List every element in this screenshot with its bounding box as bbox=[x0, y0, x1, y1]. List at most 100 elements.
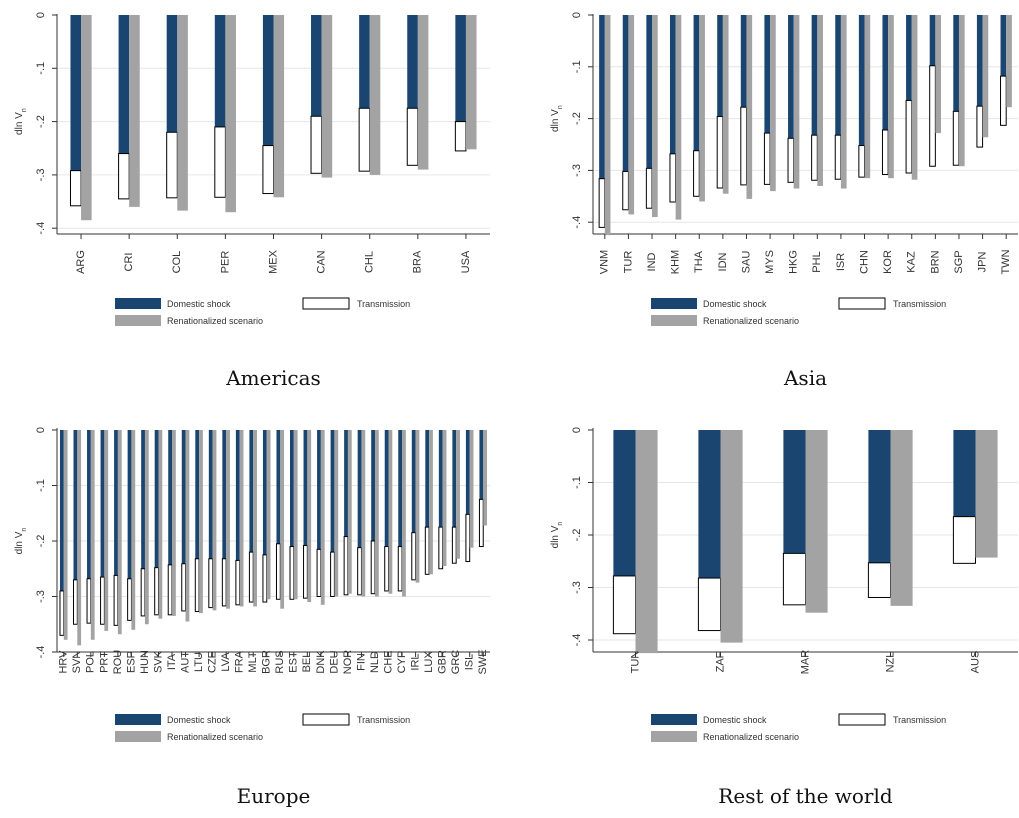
category-label: GRC bbox=[450, 650, 462, 675]
bar-transmission bbox=[787, 137, 795, 183]
panel-caption: Asia bbox=[783, 366, 827, 390]
bar-domestic-shock bbox=[858, 15, 865, 146]
bar-transmission bbox=[598, 178, 606, 228]
category-label: CYP bbox=[396, 651, 408, 674]
bar-renationalized bbox=[635, 430, 658, 654]
bar-transmission bbox=[330, 551, 335, 597]
legend-swatch-transmission bbox=[838, 297, 886, 310]
category-label: IRL bbox=[409, 653, 421, 670]
bar-renationalized bbox=[90, 430, 95, 640]
category-label: MLT bbox=[247, 651, 259, 672]
category-label: NOR bbox=[342, 650, 354, 675]
bar-domestic-shock bbox=[276, 430, 281, 544]
legend-swatch-renationalized bbox=[651, 315, 697, 326]
legend-swatch-transmission bbox=[302, 297, 350, 310]
bar-renationalized bbox=[199, 430, 203, 614]
category-label: THA bbox=[693, 250, 705, 273]
bar-domestic-shock bbox=[764, 15, 771, 134]
legend-swatch-renationalized bbox=[651, 731, 697, 742]
category-label: COL bbox=[171, 251, 183, 274]
category-label: CHL bbox=[364, 251, 376, 273]
bar-renationalized bbox=[628, 15, 635, 215]
bar-domestic-shock bbox=[835, 15, 841, 136]
bar-renationalized bbox=[888, 15, 894, 179]
category-label: CHE bbox=[382, 650, 394, 673]
bar-domestic-shock bbox=[882, 15, 889, 130]
bar-domestic-shock bbox=[100, 430, 105, 578]
bar-renationalized bbox=[172, 430, 176, 616]
bar-domestic-shock bbox=[669, 15, 676, 154]
bar-transmission bbox=[858, 145, 866, 178]
bar-transmission bbox=[343, 536, 349, 596]
category-label: MEX bbox=[267, 249, 279, 274]
bar-transmission bbox=[194, 558, 200, 612]
y-tick-label: -.4 bbox=[35, 222, 47, 235]
bar-transmission bbox=[424, 526, 430, 575]
category-label: HRV bbox=[58, 650, 70, 674]
bar-transmission bbox=[867, 562, 892, 598]
bar-renationalized bbox=[817, 15, 823, 186]
bar-domestic-shock bbox=[693, 15, 700, 151]
legend-label-domestic: Domestic shock bbox=[167, 299, 231, 309]
y-axis-title: dln Vn bbox=[14, 108, 28, 135]
bar-transmission bbox=[167, 564, 173, 616]
bar-transmission bbox=[811, 134, 818, 181]
y-tick-label: -.1 bbox=[35, 479, 47, 492]
category-label: SVN bbox=[71, 651, 83, 674]
legend-swatch-transmission bbox=[302, 713, 350, 726]
bar-renationalized bbox=[117, 430, 122, 635]
bar-transmission bbox=[763, 132, 771, 185]
bar-domestic-shock bbox=[868, 430, 891, 563]
category-label: BRA bbox=[412, 250, 424, 273]
category-label: LVA bbox=[220, 652, 232, 672]
bar-renationalized bbox=[158, 430, 163, 619]
legend-label-transmission: Transmission bbox=[893, 299, 946, 309]
bar-renationalized bbox=[212, 430, 217, 611]
bar-renationalized bbox=[770, 15, 776, 192]
legend-label-transmission: Transmission bbox=[893, 715, 946, 725]
bar-renationalized bbox=[415, 430, 420, 583]
bar-transmission bbox=[289, 546, 295, 600]
bar-transmission bbox=[166, 131, 178, 199]
bar-renationalized bbox=[652, 15, 658, 218]
bar-transmission bbox=[208, 558, 214, 609]
bar-domestic-shock bbox=[698, 430, 721, 579]
bar-renationalized bbox=[793, 15, 800, 189]
legend-swatch-domestic bbox=[115, 714, 161, 725]
bar-domestic-shock bbox=[622, 15, 629, 172]
bar-renationalized bbox=[840, 15, 847, 189]
bar-renationalized bbox=[253, 430, 257, 607]
bar-renationalized bbox=[483, 430, 488, 526]
category-label: TUR bbox=[622, 251, 634, 274]
category-label: MYS bbox=[764, 250, 776, 274]
bar-renationalized bbox=[805, 430, 828, 613]
bar-domestic-shock bbox=[195, 430, 200, 559]
y-axis-title: dln Vn bbox=[550, 522, 564, 549]
category-label: CZE bbox=[207, 651, 219, 673]
bar-transmission bbox=[451, 526, 457, 564]
category-label: AUT bbox=[179, 651, 191, 673]
bar-domestic-shock bbox=[452, 430, 457, 528]
bar-transmission bbox=[465, 513, 471, 563]
category-label: ZAF bbox=[714, 651, 726, 672]
y-axis-title: dln Vn bbox=[550, 105, 564, 132]
category-label: GBR bbox=[437, 650, 449, 674]
bar-transmission bbox=[73, 579, 78, 625]
bar-domestic-shock bbox=[1000, 15, 1007, 77]
bar-renationalized bbox=[699, 15, 705, 202]
y-tick-label: -.2 bbox=[35, 535, 47, 548]
y-tick-label: -.1 bbox=[571, 60, 583, 73]
bar-transmission bbox=[952, 110, 960, 166]
bar-renationalized bbox=[720, 430, 743, 643]
bar-renationalized bbox=[177, 15, 188, 211]
category-label: ROU bbox=[112, 650, 124, 675]
bar-transmission bbox=[438, 526, 444, 570]
bar-domestic-shock bbox=[398, 430, 403, 547]
y-tick-label: -.3 bbox=[35, 168, 47, 181]
bar-domestic-shock bbox=[311, 15, 322, 117]
y-tick-label: -.4 bbox=[35, 646, 47, 659]
category-label: IND bbox=[646, 252, 658, 271]
bar-domestic-shock bbox=[371, 430, 375, 541]
bar-domestic-shock bbox=[330, 430, 335, 553]
bar-renationalized bbox=[864, 15, 871, 179]
